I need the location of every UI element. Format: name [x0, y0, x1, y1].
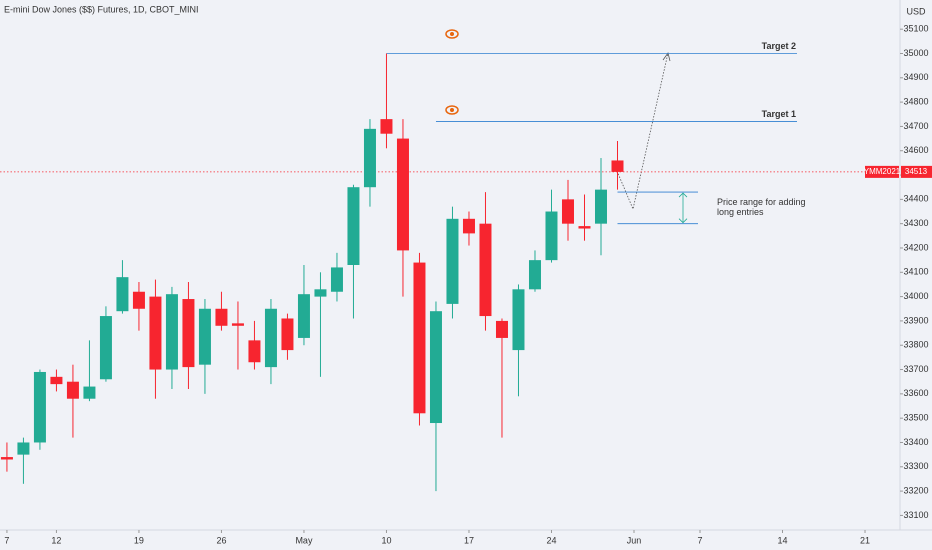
candle-body: [50, 376, 63, 385]
y-tick-label: 34700: [903, 121, 928, 131]
y-tick-label: 35100: [903, 24, 928, 34]
candle-body: [264, 308, 277, 368]
candle-body: [314, 289, 327, 297]
candle-body: [66, 381, 79, 399]
projection-arrow: [616, 52, 669, 211]
candle-body: [215, 308, 228, 326]
y-tick-label: 33200: [903, 485, 928, 495]
candle-body: [363, 128, 376, 188]
target-label: Target 2: [762, 41, 796, 51]
target-label: Target 1: [762, 109, 796, 119]
candle-body: [165, 294, 178, 370]
candle-body: [396, 138, 409, 251]
candle-body: [429, 311, 442, 424]
x-tick-label: 14: [778, 535, 788, 545]
candle-body: [17, 442, 30, 455]
y-tick-label: 34300: [903, 218, 928, 228]
candle-body: [380, 119, 393, 134]
x-tick-label: 26: [216, 535, 226, 545]
candle-body: [495, 320, 508, 338]
y-tick-label: 35000: [903, 48, 928, 58]
y-tick-label: 33500: [903, 413, 928, 423]
candle-body: [99, 316, 112, 380]
candle-body: [33, 371, 46, 443]
y-tick-label: 33800: [903, 340, 928, 350]
x-tick-label: 7: [697, 535, 702, 545]
eye-icon: [445, 29, 459, 39]
x-tick-label: 24: [546, 535, 556, 545]
candle-body: [545, 211, 558, 261]
candle-body: [578, 226, 591, 229]
y-tick-label: 34600: [903, 145, 928, 155]
y-tick-label: 34100: [903, 267, 928, 277]
y-tick-label: 34800: [903, 96, 928, 106]
y-tick-label: 33600: [903, 388, 928, 398]
y-tick-label: 33400: [903, 437, 928, 447]
x-tick-label: 7: [4, 535, 9, 545]
eye-icon: [445, 105, 459, 115]
y-tick-label: 34200: [903, 242, 928, 252]
arrow-head: [662, 52, 671, 62]
candle-body: [446, 218, 459, 304]
candle-body: [347, 187, 360, 265]
candle-body: [297, 294, 310, 338]
x-tick-label: May: [295, 535, 313, 545]
candle-body: [83, 386, 96, 399]
y-tick-label: 33700: [903, 364, 928, 374]
range-note: Price range for adding long entries: [717, 197, 806, 217]
currency-label: USD: [906, 6, 926, 16]
candle-body: [528, 260, 541, 290]
range-arrow-head: [678, 192, 688, 224]
candle-body: [0, 457, 13, 460]
y-tick-label: 34000: [903, 291, 928, 301]
symbol-label: YMM2021: [864, 167, 901, 176]
candle-body: [512, 289, 525, 351]
candle-body: [561, 199, 574, 224]
candle-body: [149, 296, 162, 370]
x-tick-label: 17: [464, 535, 474, 545]
candle-body: [413, 262, 426, 414]
y-tick-label: 33100: [903, 510, 928, 520]
chart-title: E-mini Dow Jones ($$) Futures, 1D, CBOT_…: [4, 4, 199, 14]
candle-body: [198, 308, 211, 365]
candle-body: [116, 277, 129, 312]
candle-body: [594, 189, 607, 224]
y-tick-label: 34400: [903, 194, 928, 204]
x-tick-label: 21: [860, 535, 870, 545]
y-tick-label: 34900: [903, 72, 928, 82]
candle-body: [479, 223, 492, 317]
candle-body: [231, 323, 244, 326]
candle-body: [330, 267, 343, 292]
candle-body: [248, 340, 261, 363]
x-tick-label: 10: [381, 535, 391, 545]
symbol-tag: [865, 165, 899, 178]
candle-body: [132, 291, 145, 309]
candle-body: [281, 318, 294, 351]
candle-body: [462, 218, 475, 234]
candle-body: [182, 299, 195, 368]
x-tick-label: 19: [134, 535, 144, 545]
price-tag: [901, 165, 932, 178]
x-tick-label: 12: [51, 535, 61, 545]
x-tick-label: Jun: [627, 535, 642, 545]
y-tick-label: 33900: [903, 315, 928, 325]
price-label: 34513: [905, 167, 928, 176]
candle-body: [611, 160, 624, 172]
y-tick-label: 33300: [903, 461, 928, 471]
